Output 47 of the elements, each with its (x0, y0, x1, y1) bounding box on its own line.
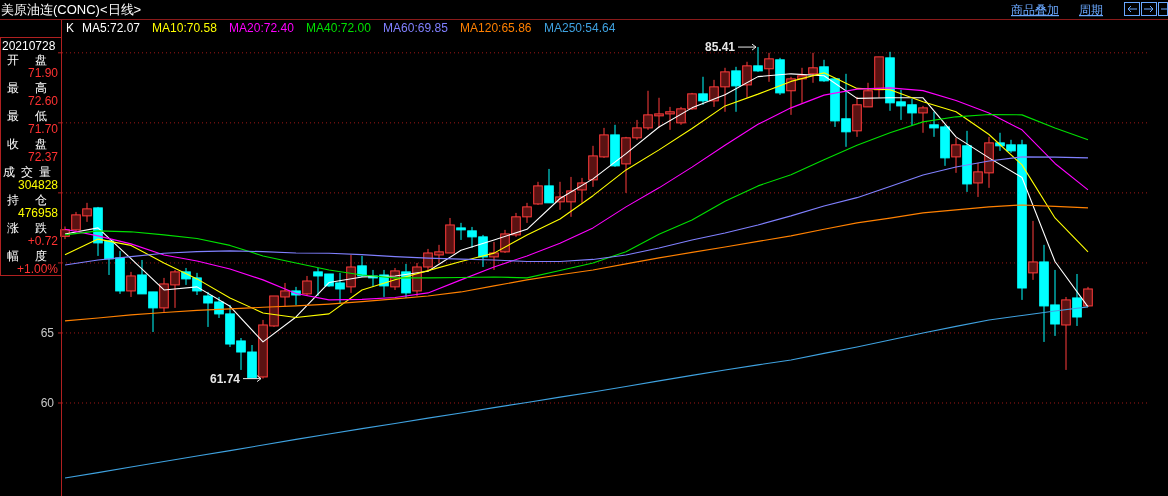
text: MA20:72.40 (229, 21, 295, 35)
candlestick (753, 46, 763, 73)
annotation: 61.74 (209, 371, 241, 386)
text: MA5:72.07 (82, 21, 141, 35)
annotation: 476958 (17, 206, 59, 220)
text: MA10:70.58 (152, 21, 218, 35)
annotation: 幅 度 (7, 249, 53, 263)
candlestick (126, 271, 136, 298)
text: MA120:65.86 (460, 21, 532, 35)
chart-title: 美原油连(CONC)<日线> (1, 2, 142, 17)
annotation: 最 低 (7, 109, 53, 123)
candlestick (1028, 220, 1038, 281)
annotation: 开 盘 (7, 53, 53, 67)
candlestick (1083, 286, 1093, 308)
annotation: 持 仓 (7, 193, 53, 207)
annotation: 成交量 (3, 165, 57, 179)
annotation: 71.70 (27, 122, 59, 136)
text: 商品叠加 (1011, 3, 1059, 17)
text: MA60:69.85 (383, 21, 449, 35)
text: MA40:72.00 (306, 21, 372, 35)
annotation: 收 盘 (7, 137, 53, 151)
annotation: 72.37 (27, 150, 59, 164)
annotation: +1.00% (16, 262, 59, 276)
annotation: 涨 跌 (7, 221, 53, 235)
candlestick (346, 254, 356, 294)
candlestick (533, 181, 543, 206)
candlestick (764, 52, 774, 83)
candlestick (918, 105, 928, 134)
candlestick (544, 168, 554, 204)
annotation: 304828 (17, 178, 59, 192)
annotation: K (66, 21, 75, 35)
candlestick (951, 137, 961, 174)
candlestick (742, 61, 752, 99)
y-tick-label: 65 (40, 326, 55, 341)
candlestick (808, 52, 818, 84)
annotation: 85.41 (704, 40, 736, 55)
annotation: 72.60 (27, 94, 59, 108)
candlestick (731, 66, 741, 113)
annotation: 20210728 (2, 39, 56, 53)
annotation: 最 高 (7, 81, 53, 95)
y-tick-label: 60 (40, 396, 55, 411)
text: 周期 (1079, 3, 1103, 17)
candlestick (698, 76, 708, 106)
text: MA250:54.64 (544, 21, 616, 35)
annotation: +0.72 (27, 234, 59, 248)
candlestick (1072, 273, 1082, 327)
annotation: 71.90 (27, 66, 59, 80)
